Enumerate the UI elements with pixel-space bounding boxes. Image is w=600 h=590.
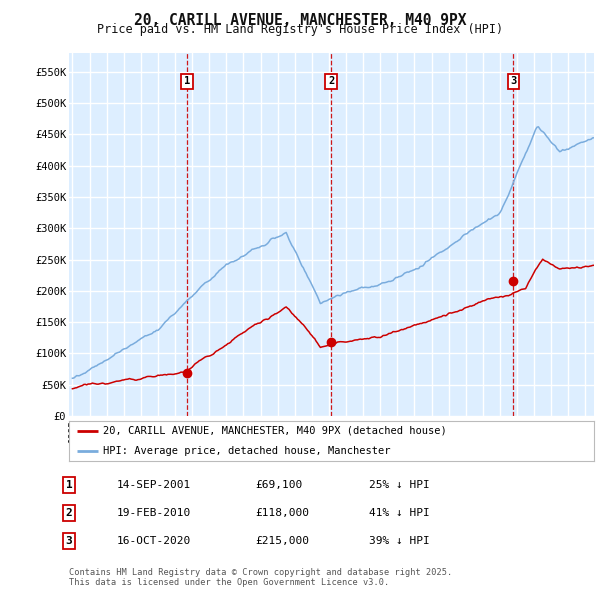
Text: 41% ↓ HPI: 41% ↓ HPI [369,509,430,518]
Text: £69,100: £69,100 [255,480,302,490]
Text: 25% ↓ HPI: 25% ↓ HPI [369,480,430,490]
Text: 14-SEP-2001: 14-SEP-2001 [117,480,191,490]
Text: £118,000: £118,000 [255,509,309,518]
Text: 20, CARILL AVENUE, MANCHESTER, M40 9PX: 20, CARILL AVENUE, MANCHESTER, M40 9PX [134,12,466,28]
Text: £215,000: £215,000 [255,536,309,546]
Text: Price paid vs. HM Land Registry's House Price Index (HPI): Price paid vs. HM Land Registry's House … [97,23,503,36]
Text: 2: 2 [328,76,334,86]
Text: HPI: Average price, detached house, Manchester: HPI: Average price, detached house, Manc… [103,446,391,456]
Text: 1: 1 [184,76,190,86]
Text: 16-OCT-2020: 16-OCT-2020 [117,536,191,546]
Text: 19-FEB-2010: 19-FEB-2010 [117,509,191,518]
Text: Contains HM Land Registry data © Crown copyright and database right 2025.
This d: Contains HM Land Registry data © Crown c… [69,568,452,587]
Text: 1: 1 [65,480,73,490]
Text: 39% ↓ HPI: 39% ↓ HPI [369,536,430,546]
Text: 3: 3 [511,76,517,86]
Text: 3: 3 [65,536,73,546]
Text: 2: 2 [65,509,73,518]
Text: 20, CARILL AVENUE, MANCHESTER, M40 9PX (detached house): 20, CARILL AVENUE, MANCHESTER, M40 9PX (… [103,426,447,436]
